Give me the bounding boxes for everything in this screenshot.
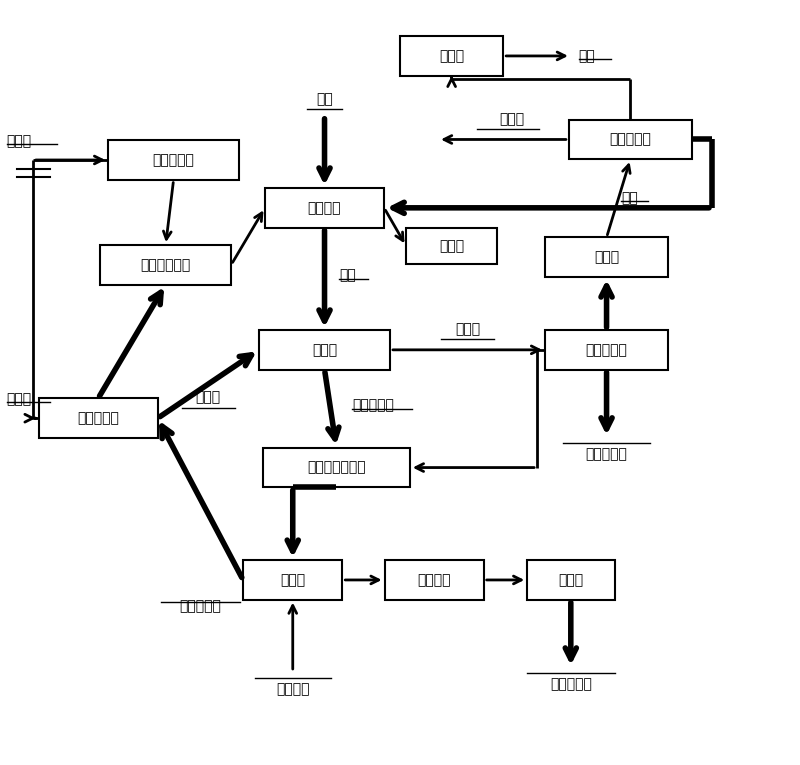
FancyBboxPatch shape xyxy=(527,560,614,600)
Text: 反萃槽: 反萃槽 xyxy=(280,573,306,587)
FancyBboxPatch shape xyxy=(400,36,503,76)
Text: 至浸出工序: 至浸出工序 xyxy=(586,447,627,461)
Text: 有机相: 有机相 xyxy=(6,392,32,406)
FancyBboxPatch shape xyxy=(265,188,384,227)
Text: 过滤: 过滤 xyxy=(621,191,638,205)
Text: 萃余液: 萃余液 xyxy=(455,322,480,336)
Text: 沉氟槽: 沉氟槽 xyxy=(439,49,464,63)
FancyBboxPatch shape xyxy=(406,227,498,264)
Text: 吸附槽: 吸附槽 xyxy=(558,573,583,587)
Text: 有机相再生槽: 有机相再生槽 xyxy=(141,258,190,272)
FancyBboxPatch shape xyxy=(385,560,484,600)
Text: 负载有机相: 负载有机相 xyxy=(352,398,394,412)
Text: 有机相储槽: 有机相储槽 xyxy=(77,412,119,425)
FancyBboxPatch shape xyxy=(243,560,342,600)
Text: 负载有机相储槽: 负载有机相储槽 xyxy=(307,461,366,474)
Text: 反萃液槽: 反萃液槽 xyxy=(418,573,451,587)
FancyBboxPatch shape xyxy=(259,330,390,369)
Text: 水相循环槽: 水相循环槽 xyxy=(586,343,627,356)
Text: 萃取槽: 萃取槽 xyxy=(312,343,337,356)
FancyBboxPatch shape xyxy=(38,399,158,438)
Text: 排放: 排放 xyxy=(578,49,595,63)
FancyBboxPatch shape xyxy=(545,330,668,369)
FancyBboxPatch shape xyxy=(108,140,239,180)
FancyBboxPatch shape xyxy=(100,245,231,285)
FancyBboxPatch shape xyxy=(545,237,668,277)
Text: 中和槽: 中和槽 xyxy=(594,250,619,264)
Text: 高氟水: 高氟水 xyxy=(499,112,524,125)
FancyBboxPatch shape xyxy=(569,120,692,159)
Text: 新液: 新液 xyxy=(316,92,333,106)
Text: 废电解液: 废电解液 xyxy=(276,682,310,695)
Text: 配液溜槽: 配液溜槽 xyxy=(308,201,342,215)
Text: 水相: 水相 xyxy=(339,268,355,282)
Text: 卸载有机相: 卸载有机相 xyxy=(179,599,222,613)
Text: 浓盐酸: 浓盐酸 xyxy=(6,134,32,148)
Text: 排放萃取槽: 排放萃取槽 xyxy=(610,132,651,146)
FancyBboxPatch shape xyxy=(263,448,410,487)
Text: 有机相: 有机相 xyxy=(196,390,221,405)
Text: 皂化槽: 皂化槽 xyxy=(439,239,464,252)
Text: 浓盐酸储槽: 浓盐酸储槽 xyxy=(153,153,194,167)
Text: 至电解工序: 至电解工序 xyxy=(550,677,592,691)
